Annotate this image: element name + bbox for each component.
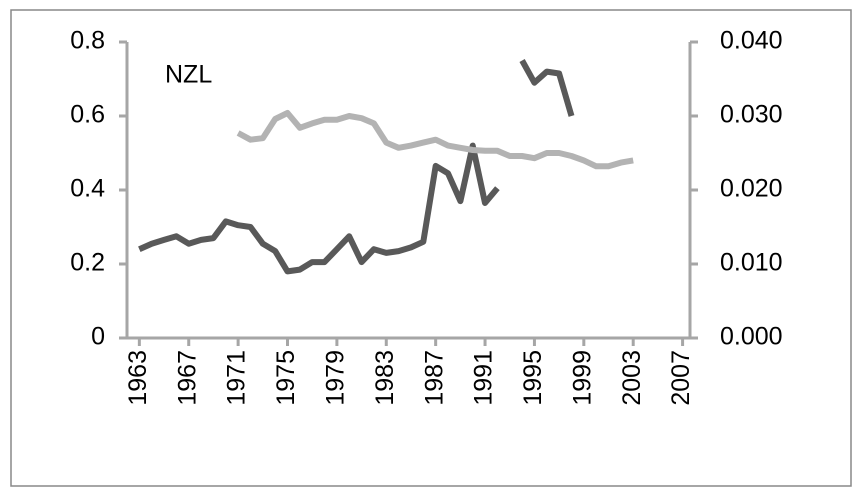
x-tick-label: 1995 — [519, 350, 547, 406]
y2-tick-label: 0.010 — [720, 249, 783, 277]
x-tick-label: 1979 — [321, 350, 349, 406]
y2-tick-label: 0.040 — [720, 27, 783, 55]
x-tick-label: 1983 — [371, 350, 399, 406]
line-series — [138, 59, 575, 275]
chart-frame — [10, 9, 852, 487]
y-tick-label: 0.4 — [70, 175, 105, 203]
y2-tick-label: 0.020 — [720, 175, 783, 203]
x-tick-label: 1999 — [568, 350, 596, 406]
x-tick-label: 1987 — [420, 350, 448, 406]
x-tick-label: 1963 — [124, 350, 152, 406]
x-tick-label: 1975 — [272, 350, 300, 406]
line-series — [236, 110, 634, 170]
y-tick-label: 0.8 — [70, 27, 105, 55]
y-tick-label: 0 — [91, 323, 105, 351]
x-tick-label: 2007 — [667, 350, 695, 406]
y-tick-label: 0.2 — [70, 249, 105, 277]
x-tick-label: 1967 — [173, 350, 201, 406]
y-tick-label: 0.6 — [70, 101, 105, 129]
x-tick-label: 1991 — [470, 350, 498, 406]
x-tick-label: 2003 — [618, 350, 646, 406]
y2-tick-label: 0.030 — [720, 101, 783, 129]
y2-tick-label: 0.000 — [720, 323, 783, 351]
annotation: NZL — [165, 61, 212, 89]
x-tick-label: 1971 — [223, 350, 251, 406]
